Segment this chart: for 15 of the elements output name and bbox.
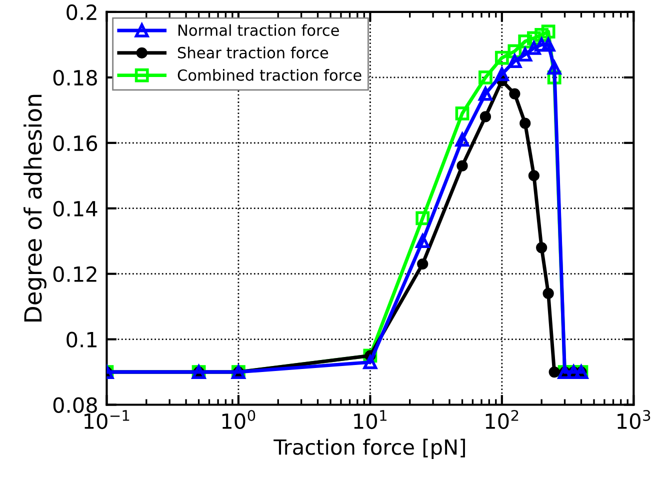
x-tick-label: 10$^{0}$ bbox=[222, 410, 256, 430]
legend-label: Normal traction force bbox=[178, 24, 339, 36]
x-tick-label: 10$^{1}$ bbox=[354, 410, 386, 430]
y-tick-label: 0.18 bbox=[53, 70, 97, 86]
y-tick-label: 0.2 bbox=[66, 4, 96, 20]
x-tick-label: 10$^{3}$ bbox=[618, 410, 650, 430]
x-tick-label: 10$^{2}$ bbox=[486, 410, 518, 430]
y-tick-label: 0.12 bbox=[53, 266, 96, 282]
y-axis-title: Degree of adhesion bbox=[24, 94, 46, 322]
legend-label: Combined traction force bbox=[178, 69, 362, 81]
y-tick-label: 0.14 bbox=[53, 200, 98, 217]
y-tick-label: 0.16 bbox=[53, 135, 98, 152]
y-tick-label: 0.1 bbox=[66, 332, 96, 348]
legend-label: Shear traction force bbox=[178, 46, 328, 58]
x-axis-title: Traction force [pN] bbox=[274, 438, 465, 459]
